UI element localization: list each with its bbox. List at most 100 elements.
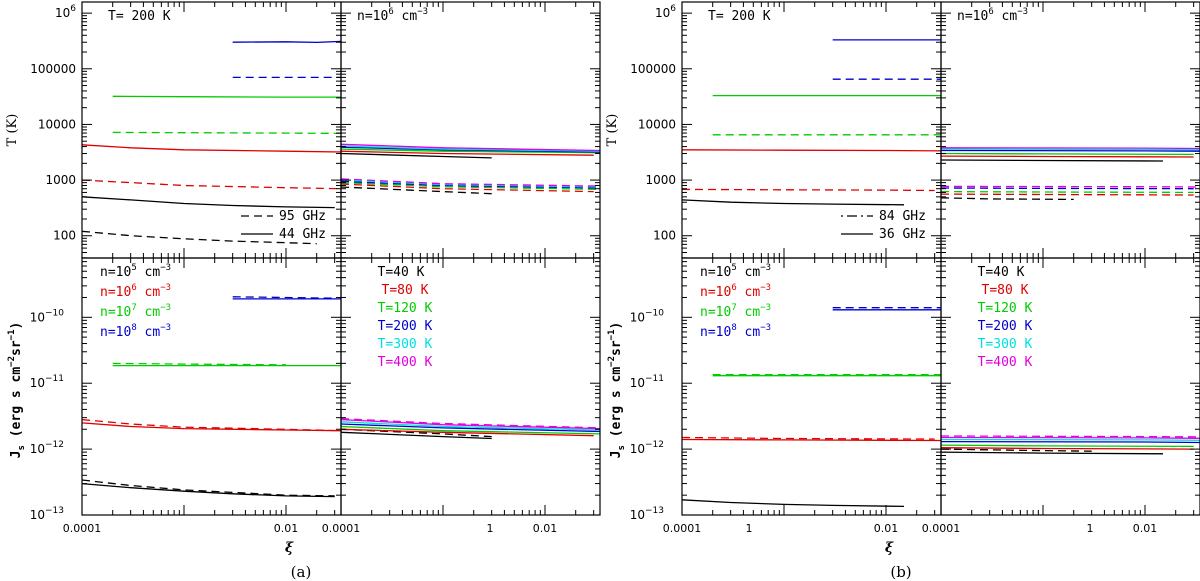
bottom-y-tick-label: 10−10 [630, 308, 665, 324]
series-line [940, 187, 1194, 190]
density-exp: 7 [731, 303, 736, 313]
density-unit-exp: −3 [160, 303, 171, 313]
x-tick-label: 0.0001 [63, 522, 102, 535]
bottom-y-tick-label: 10−13 [630, 506, 664, 522]
series-line [112, 362, 287, 366]
ylabel-mid: sr [9, 340, 24, 356]
ylabel-space [609, 437, 624, 445]
tick-text: 10 [630, 376, 645, 390]
tick-text: 100 [53, 229, 76, 243]
top-right-panel-label: n=106 cm−3 [957, 7, 1028, 24]
label-unit-exp: −3 [1017, 7, 1028, 17]
top-y-tick-label: 10000 [638, 117, 676, 131]
series-group-bottom-left [681, 307, 942, 508]
series-line [340, 178, 601, 187]
top-right-panel-label: n=106 cm−3 [357, 7, 428, 24]
top-y-axis-label: T (K) [5, 114, 20, 147]
tick-exponent: −13 [45, 506, 64, 516]
density-unit-exp: −3 [160, 263, 171, 273]
tick-exponent: −11 [645, 374, 664, 384]
temperature-label: T=80 K [382, 283, 429, 298]
temperature-label: T=400 K [378, 355, 433, 370]
ylabel-exp2: −1 [7, 329, 17, 340]
ylabel-exp2: −1 [607, 329, 617, 340]
panel-frame [340, 257, 601, 516]
label-base: n=10 [357, 9, 388, 24]
series-line [681, 499, 905, 508]
series-line [681, 438, 942, 442]
series-line [81, 179, 342, 190]
panel-frame [940, 257, 1200, 516]
label-exp: 6 [388, 7, 393, 17]
series-line [940, 155, 1194, 158]
density-label: n=108 cm−3 [100, 323, 171, 340]
temperature-label: T=200 K [378, 319, 433, 334]
density-base: n=10 [100, 325, 131, 340]
label-base: n=10 [957, 9, 988, 24]
x-tick-label: 0.0001 [322, 522, 361, 535]
bottom-y-axis-label: Js (erg s cm−2sr−1) [607, 322, 627, 459]
bottom-y-tick-label: 10−12 [30, 440, 64, 456]
x-axis-label: ξ [285, 540, 294, 556]
series-line [81, 479, 335, 497]
panel-frame [940, 1, 1200, 259]
bottom-y-tick-label: 10−13 [30, 506, 64, 522]
density-base: n=10 [100, 265, 131, 280]
bottom-y-axis-label: Js (erg s cm−2sr−1) [7, 322, 27, 459]
series-line [940, 159, 1164, 162]
ylabel-space [9, 437, 24, 445]
tick-text: 10 [55, 6, 70, 20]
top-y-tick-label: 100000 [30, 62, 76, 76]
density-unit: cm [737, 285, 761, 300]
density-label: n=105 cm−3 [100, 263, 171, 280]
series-line [340, 425, 601, 435]
ylabel-sub: s [17, 445, 27, 450]
series-line [940, 438, 1200, 441]
density-unit-exp: −3 [160, 283, 171, 293]
series-line [940, 448, 1092, 452]
series-line [681, 188, 935, 192]
density-unit-exp: −3 [760, 263, 771, 273]
density-exp: 8 [131, 323, 136, 333]
tick-text: 10 [30, 310, 45, 324]
figure-caption: (a) [291, 563, 312, 581]
series-line [112, 131, 342, 135]
density-unit-exp: −3 [760, 303, 771, 313]
series-line [340, 421, 601, 431]
x-tick-label: 0.01 [533, 522, 558, 535]
top-y-tick-label: 1000 [45, 173, 76, 187]
density-base: n=10 [700, 325, 731, 340]
series-line [681, 436, 935, 440]
temperature-label: T=120 K [378, 301, 433, 316]
density-base: n=10 [100, 305, 131, 320]
series-line [940, 435, 1200, 438]
density-label: n=106 cm−3 [100, 283, 171, 300]
density-label: n=107 cm−3 [700, 303, 771, 320]
tick-text: 1000 [645, 173, 676, 187]
top-left-panel-label: T= 200 K [708, 9, 771, 24]
ylabel-units: (erg s cm [9, 367, 24, 438]
density-exp: 5 [731, 263, 736, 273]
tick-exponent: 6 [70, 4, 76, 14]
series-line [340, 428, 492, 438]
tick-text: 10 [655, 6, 670, 20]
series-line [340, 431, 492, 440]
series-line [681, 149, 942, 152]
figure-caption: (b) [890, 563, 911, 581]
series-line [340, 423, 601, 433]
density-exp: 6 [131, 283, 136, 293]
series-line [81, 422, 342, 432]
ylabel-mid: sr [609, 340, 624, 356]
density-base: n=10 [700, 265, 731, 280]
density-unit-exp: −3 [160, 323, 171, 333]
tick-text: 10 [630, 508, 645, 522]
tick-text: 10 [630, 310, 645, 324]
bottom-y-tick-label: 10−11 [630, 374, 664, 390]
tick-text: 1000 [45, 173, 76, 187]
top-left-panel-label: T= 200 K [108, 9, 171, 24]
density-label: n=107 cm−3 [100, 303, 171, 320]
density-unit-exp: −3 [760, 283, 771, 293]
density-unit-exp: −3 [760, 323, 771, 333]
ylabel-sub: s [617, 445, 627, 450]
